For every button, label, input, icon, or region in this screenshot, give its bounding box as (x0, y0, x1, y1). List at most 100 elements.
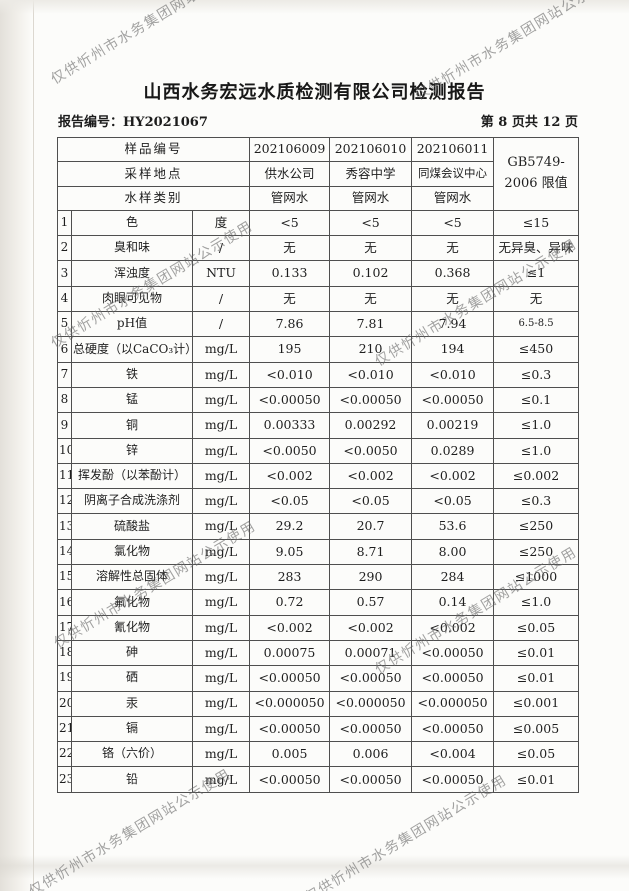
parameter-unit: mg/L (191, 488, 251, 515)
value-sample-1: 0.00075 (249, 639, 331, 667)
limit-value: ≤0.01 (493, 665, 580, 692)
header-label-location: 采样地点 (56, 161, 251, 187)
row-number: 11 (57, 462, 72, 490)
value-sample-1: <0.0050 (249, 437, 331, 464)
report-title: 山西水务宏远水质检测有限公司检测报告 (143, 82, 486, 103)
value-sample-3: 53.6 (411, 513, 495, 540)
table-row: 4 肉眼可见物 / 无 无 无 无 (57, 285, 580, 313)
limit-value: ≤0.01 (493, 639, 580, 667)
table-row: 19 硒 mg/L <0.00050 <0.00050 <0.00050 ≤0.… (57, 665, 580, 692)
parameter-name: 砷 (71, 639, 193, 667)
table-row: 7 铁 mg/L <0.010 <0.010 <0.010 ≤0.3 (57, 361, 580, 388)
parameter-unit: / (191, 235, 251, 262)
value-sample-1: 0.005 (249, 741, 331, 768)
value-sample-3: 无 (411, 285, 495, 313)
parameter-name: 肉眼可见物 (71, 285, 193, 313)
parameter-name: 氰化物 (71, 614, 193, 641)
value-sample-1: <0.000050 (249, 690, 331, 717)
limit-value: ≤1000 (493, 564, 580, 591)
value-sample-2: <0.00050 (329, 715, 413, 743)
header-row-location: 采样地点 供水公司 秀容中学 同煤会议中心 (56, 161, 579, 187)
parameter-unit: / (191, 285, 251, 313)
value-sample-1: 7.86 (249, 311, 331, 338)
value-sample-3: <0.010 (411, 361, 495, 388)
limit-value: ≤15 (493, 209, 580, 237)
value-sample-2: 8.71 (329, 538, 413, 566)
parameter-name: 氯化物 (71, 538, 193, 566)
parameter-name: 硒 (71, 665, 193, 692)
limit-value: ≤1.0 (493, 412, 580, 439)
limit-value: ≤0.002 (493, 462, 580, 490)
table-row: 5 pH值 / 7.86 7.81 7.94 6.5-8.5 (57, 311, 580, 338)
row-number: 3 (57, 260, 72, 287)
value-sample-1: 9.05 (249, 538, 331, 566)
table-row: 23 铅 mg/L <0.00050 <0.00050 <0.00050 ≤0.… (57, 766, 580, 793)
value-sample-3: <0.000050 (411, 690, 495, 717)
row-number: 13 (57, 513, 72, 540)
sample-id-1: 202106009 (249, 136, 331, 163)
table-row: 13 硫酸盐 mg/L 29.2 20.7 53.6 ≤250 (57, 513, 580, 540)
value-sample-3: <5 (411, 209, 495, 237)
parameter-unit: mg/L (191, 665, 251, 692)
value-sample-2: 0.57 (329, 589, 413, 616)
row-number: 6 (57, 336, 72, 363)
header-row-sample-id: 样品编号 202106009 202106010 202106011 GB574… (56, 136, 580, 211)
limit-value: ≤1.0 (493, 437, 580, 464)
limit-value: ≤0.3 (493, 488, 580, 515)
row-number: 15 (57, 564, 72, 591)
row-number: 21 (57, 715, 72, 743)
value-sample-3: 284 (411, 564, 495, 591)
row-number: 14 (57, 538, 72, 566)
table-row: 3 浑浊度 NTU 0.133 0.102 0.368 ≤1 (57, 260, 580, 287)
row-number: 20 (57, 690, 72, 717)
value-sample-2: 290 (329, 564, 413, 591)
parameter-unit: mg/L (191, 589, 251, 616)
value-sample-2: <0.000050 (329, 690, 413, 717)
parameter-name: 氟化物 (71, 589, 193, 616)
row-number: 9 (57, 412, 72, 439)
limit-value: 6.5-8.5 (493, 311, 580, 338)
page-indicator: 第 8 页共 12 页 (480, 115, 578, 130)
row-number: 4 (57, 285, 72, 313)
parameter-unit: NTU (191, 260, 251, 287)
table-row: 15 溶解性总固体 mg/L 283 290 284 ≤1000 (57, 564, 580, 591)
value-sample-1: 0.133 (249, 260, 331, 287)
table-row: 16 氟化物 mg/L 0.72 0.57 0.14 ≤1.0 (57, 589, 580, 616)
header-label-sample-id: 样品编号 (56, 136, 251, 163)
parameter-unit: mg/L (191, 437, 251, 464)
report-number: 报告编号：HY2021067 (58, 115, 208, 130)
value-sample-1: 195 (249, 336, 331, 363)
value-sample-3: <0.00050 (411, 715, 495, 743)
row-number: 18 (57, 639, 72, 667)
limit-value: ≤0.001 (493, 690, 580, 717)
parameter-unit: mg/L (191, 766, 251, 793)
value-sample-1: <0.00050 (249, 386, 331, 414)
value-sample-3: 0.368 (411, 260, 495, 287)
value-sample-1: <5 (249, 209, 331, 237)
parameter-name: 铅 (71, 766, 193, 793)
value-sample-2: 210 (329, 336, 413, 363)
value-sample-2: <0.002 (329, 614, 413, 641)
row-number: 7 (57, 361, 72, 388)
table-row: 6 总硬度（以CaCO₃计） mg/L 195 210 194 ≤450 (57, 336, 580, 363)
row-number: 19 (57, 665, 72, 692)
value-sample-2: 0.102 (329, 260, 413, 287)
parameter-unit: / (191, 311, 251, 338)
row-number: 12 (57, 488, 72, 515)
parameter-name: 挥发酚（以苯酚计） (71, 462, 193, 490)
location-2: 秀容中学 (329, 161, 413, 187)
value-sample-3: 0.00219 (411, 412, 495, 439)
parameter-unit: mg/L (191, 715, 251, 743)
parameter-unit: mg/L (191, 462, 251, 490)
parameter-unit: mg/L (191, 690, 251, 717)
limit-value: ≤0.005 (493, 715, 580, 743)
parameter-name: 锌 (71, 437, 193, 464)
parameter-name: 铬（六价） (71, 741, 193, 768)
table-row: 2 臭和味 / 无 无 无 无异臭、异味 (57, 235, 580, 262)
table-row: 1 色 度 <5 <5 <5 ≤15 (57, 209, 580, 237)
table-row: 9 铜 mg/L 0.00333 0.00292 0.00219 ≤1.0 (57, 412, 580, 439)
value-sample-2: 0.00292 (329, 412, 413, 439)
value-sample-2: 7.81 (329, 311, 413, 338)
parameter-name: 总硬度（以CaCO₃计） (71, 336, 193, 363)
limit-value: ≤1.0 (493, 589, 580, 616)
